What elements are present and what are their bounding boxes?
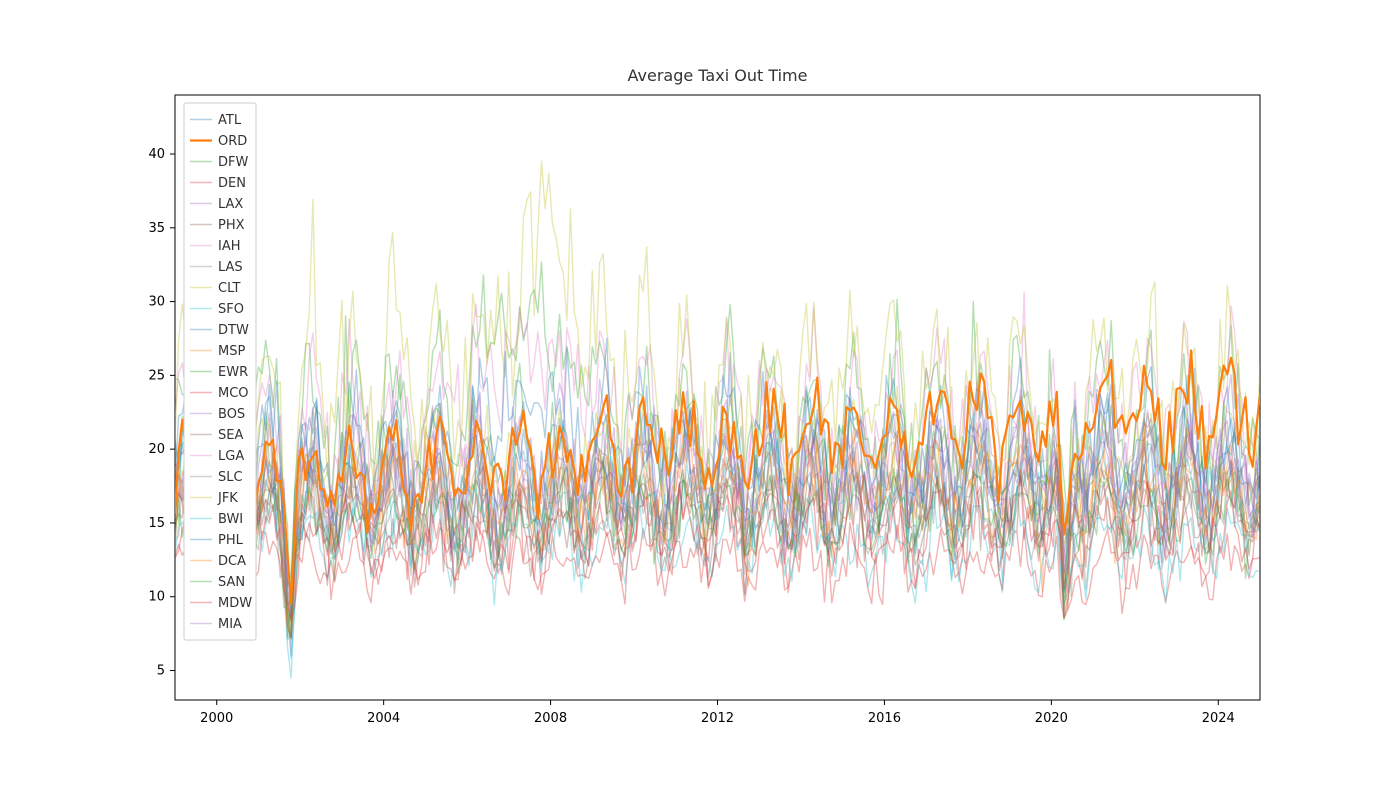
y-tick-label: 10 <box>148 590 165 605</box>
chart-svg: Average Taxi Out Time2000200420082012201… <box>0 0 1400 800</box>
legend-label-ORD: ORD <box>218 134 247 149</box>
chart-root: Average Taxi Out Time2000200420082012201… <box>0 0 1400 800</box>
y-tick-label: 35 <box>148 221 165 236</box>
legend-label-IAH: IAH <box>218 239 241 254</box>
legend-label-DEN: DEN <box>218 176 246 191</box>
legend-label-SEA: SEA <box>218 428 243 443</box>
legend-label-LAX: LAX <box>218 197 243 212</box>
legend-label-BWI: BWI <box>218 512 243 527</box>
legend-label-DTW: DTW <box>218 323 249 338</box>
y-tick-label: 5 <box>157 663 165 678</box>
series-group <box>175 161 1260 678</box>
legend-label-DCA: DCA <box>218 554 246 569</box>
x-tick-label: 2016 <box>868 711 901 726</box>
y-tick-label: 40 <box>148 147 165 162</box>
chart-title: Average Taxi Out Time <box>628 66 808 85</box>
legend-label-SAN: SAN <box>218 575 245 590</box>
legend-label-JFK: JFK <box>217 491 238 506</box>
legend-label-SLC: SLC <box>218 470 243 485</box>
legend-label-SFO: SFO <box>218 302 244 317</box>
legend-label-DFW: DFW <box>218 155 248 170</box>
legend-label-MSP: MSP <box>218 344 245 359</box>
legend-label-MDW: MDW <box>218 596 252 611</box>
legend-label-BOS: BOS <box>218 407 245 422</box>
legend-label-MCO: MCO <box>218 386 249 401</box>
legend-label-MIA: MIA <box>218 617 242 632</box>
legend-label-LGA: LGA <box>218 449 244 464</box>
y-tick-label: 25 <box>148 368 165 383</box>
legend-label-LAS: LAS <box>218 260 243 275</box>
x-tick-label: 2012 <box>701 711 734 726</box>
legend-label-PHX: PHX <box>218 218 245 233</box>
x-tick-label: 2000 <box>200 711 233 726</box>
y-tick-label: 20 <box>148 442 165 457</box>
legend: ATL ORD DFW DEN LAX PHX IAH LAS CLT SFO DTW MSP EWR M… <box>184 103 256 640</box>
x-tick-label: 2020 <box>1035 711 1068 726</box>
y-tick-label: 15 <box>148 516 165 531</box>
x-tick-label: 2004 <box>367 711 400 726</box>
legend-label-EWR: EWR <box>218 365 248 380</box>
legend-label-ATL: ATL <box>218 113 242 128</box>
legend-label-CLT: CLT <box>218 281 241 296</box>
legend-label-PHL: PHL <box>218 533 244 548</box>
x-tick-label: 2008 <box>534 711 567 726</box>
x-tick-label: 2024 <box>1202 711 1235 726</box>
y-tick-label: 30 <box>148 295 165 310</box>
